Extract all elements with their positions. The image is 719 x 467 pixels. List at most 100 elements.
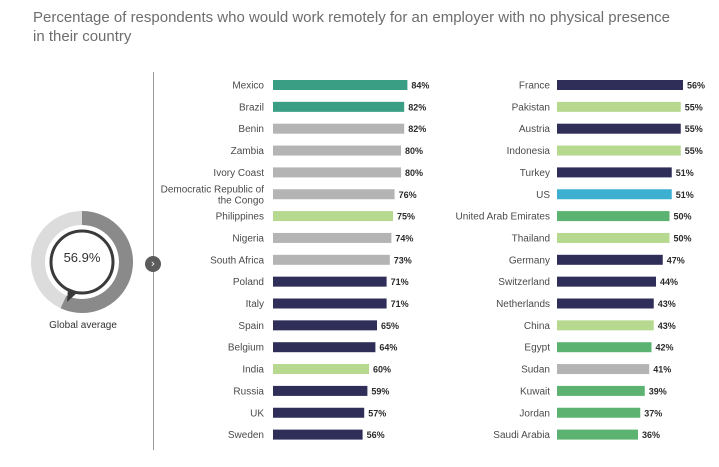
bar-netherlands bbox=[557, 298, 654, 309]
value-label-philippines: 75% bbox=[397, 212, 415, 222]
value-label-zambia: 80% bbox=[405, 146, 423, 156]
value-label-switzerland: 44% bbox=[660, 277, 678, 287]
bar-turkey bbox=[557, 167, 672, 178]
value-label-sudan: 41% bbox=[653, 365, 671, 375]
category-label-mexico: Mexico bbox=[232, 81, 264, 92]
category-label-netherlands: Netherlands bbox=[496, 299, 550, 310]
value-label-kuwait: 39% bbox=[649, 386, 667, 396]
bar-saudi-arabia bbox=[557, 429, 638, 440]
bar-pakistan bbox=[557, 101, 681, 112]
category-label-spain: Spain bbox=[238, 321, 264, 332]
global-average-caption: Global average bbox=[49, 320, 117, 331]
value-label-thailand: 50% bbox=[674, 233, 692, 243]
category-label-austria: Austria bbox=[519, 124, 551, 135]
value-label-pakistan: 55% bbox=[685, 102, 703, 112]
bar-ivory-coast bbox=[273, 167, 401, 178]
category-label-india: India bbox=[242, 365, 264, 376]
bar-switzerland bbox=[557, 276, 656, 287]
value-label-egypt: 42% bbox=[656, 343, 674, 353]
value-label-netherlands: 43% bbox=[658, 299, 676, 309]
category-label-saudi-arabia: Saudi Arabia bbox=[493, 430, 550, 441]
bar-kuwait bbox=[557, 385, 645, 396]
category-label-thailand: Thailand bbox=[512, 233, 550, 244]
bar-sweden bbox=[273, 429, 363, 440]
value-label-mexico: 84% bbox=[411, 81, 429, 91]
category-label-pakistan: Pakistan bbox=[512, 102, 550, 113]
category-label-ivory-coast: Ivory Coast bbox=[213, 168, 264, 179]
category-label-kuwait: Kuwait bbox=[520, 386, 550, 397]
category-label-china: China bbox=[524, 321, 551, 332]
category-label-indonesia: Indonesia bbox=[507, 146, 551, 157]
value-label-china: 43% bbox=[658, 321, 676, 331]
bar-india bbox=[273, 364, 369, 375]
bar-italy bbox=[273, 298, 387, 309]
chevron-right-icon[interactable]: › bbox=[145, 256, 161, 272]
value-label-uk: 57% bbox=[368, 408, 386, 418]
value-label-united-arab-emirates: 50% bbox=[674, 212, 692, 222]
left-bar-column: Mexico 84% Brazil 82% Benin 82% Zambia 80% Ivory… bbox=[161, 80, 429, 441]
bar-nigeria bbox=[273, 232, 392, 243]
value-label-south-africa: 73% bbox=[394, 255, 412, 265]
gauge-pointer bbox=[67, 288, 78, 302]
value-label-saudi-arabia: 36% bbox=[642, 430, 660, 440]
gauge-ring bbox=[31, 211, 133, 313]
value-label-poland: 71% bbox=[391, 277, 409, 287]
bar-jordan bbox=[557, 407, 641, 418]
bar-austria bbox=[557, 123, 681, 134]
bar-mexico bbox=[273, 80, 408, 90]
category-label-switzerland: Switzerland bbox=[498, 277, 550, 288]
category-label-united-arab-emirates: United Arab Emirates bbox=[456, 212, 551, 223]
bar-us bbox=[557, 189, 672, 200]
bar-thailand bbox=[557, 232, 670, 243]
category-label-philippines: Philippines bbox=[216, 212, 264, 223]
bar-sudan bbox=[557, 364, 650, 375]
chart-title: Percentage of respondents who would work… bbox=[33, 9, 671, 45]
value-label-jordan: 37% bbox=[644, 408, 662, 418]
value-label-us: 51% bbox=[676, 190, 694, 200]
category-label-sweden: Sweden bbox=[228, 430, 264, 441]
category-label-sudan: Sudan bbox=[521, 365, 550, 376]
bar-zambia bbox=[273, 145, 401, 156]
bar-egypt bbox=[557, 342, 652, 353]
bar-france bbox=[557, 80, 683, 90]
value-label-russia: 59% bbox=[371, 386, 389, 396]
global-average-value: 56.9% bbox=[63, 250, 101, 265]
value-label-italy: 71% bbox=[391, 299, 409, 309]
gauge-inner-circle bbox=[49, 229, 115, 295]
value-label-spain: 65% bbox=[381, 321, 399, 331]
category-label-us: US bbox=[536, 190, 550, 201]
bar-benin bbox=[273, 123, 405, 134]
bar-brazil bbox=[273, 101, 405, 112]
value-label-france: 56% bbox=[687, 81, 705, 91]
right-bar-column: France 56% Pakistan 55% Austria 55% Indonesia 5… bbox=[456, 80, 705, 441]
category-label-uk: UK bbox=[250, 408, 264, 419]
value-label-indonesia: 55% bbox=[685, 146, 703, 156]
bar-germany bbox=[557, 254, 663, 265]
value-label-turkey: 51% bbox=[676, 168, 694, 178]
category-label-south-africa: South Africa bbox=[210, 255, 264, 266]
value-label-democratic-republic-of-the-congo: 76% bbox=[399, 190, 417, 200]
value-label-nigeria: 74% bbox=[395, 233, 413, 243]
category-label-brazil: Brazil bbox=[239, 102, 264, 113]
value-label-ivory-coast: 80% bbox=[405, 168, 423, 178]
bar-russia bbox=[273, 385, 368, 396]
category-label-benin: Benin bbox=[238, 124, 264, 135]
bar-united-arab-emirates bbox=[557, 211, 670, 222]
bar-democratic-republic-of-the-congo bbox=[273, 189, 395, 200]
value-label-sweden: 56% bbox=[367, 430, 385, 440]
value-label-belgium: 64% bbox=[379, 343, 397, 353]
category-label-russia: Russia bbox=[233, 386, 264, 397]
bar-philippines bbox=[273, 211, 393, 222]
bar-poland bbox=[273, 276, 387, 287]
bar-china bbox=[557, 320, 654, 331]
bar-spain bbox=[273, 320, 377, 331]
global-average-gauge: 56.9% bbox=[30, 210, 134, 314]
value-label-brazil: 82% bbox=[408, 102, 426, 112]
category-label-zambia: Zambia bbox=[231, 146, 265, 157]
category-label-turkey: Turkey bbox=[520, 168, 550, 179]
bar-south-africa bbox=[273, 254, 390, 265]
category-label-jordan: Jordan bbox=[519, 408, 550, 419]
category-label-poland: Poland bbox=[233, 277, 264, 288]
value-label-germany: 47% bbox=[667, 255, 685, 265]
